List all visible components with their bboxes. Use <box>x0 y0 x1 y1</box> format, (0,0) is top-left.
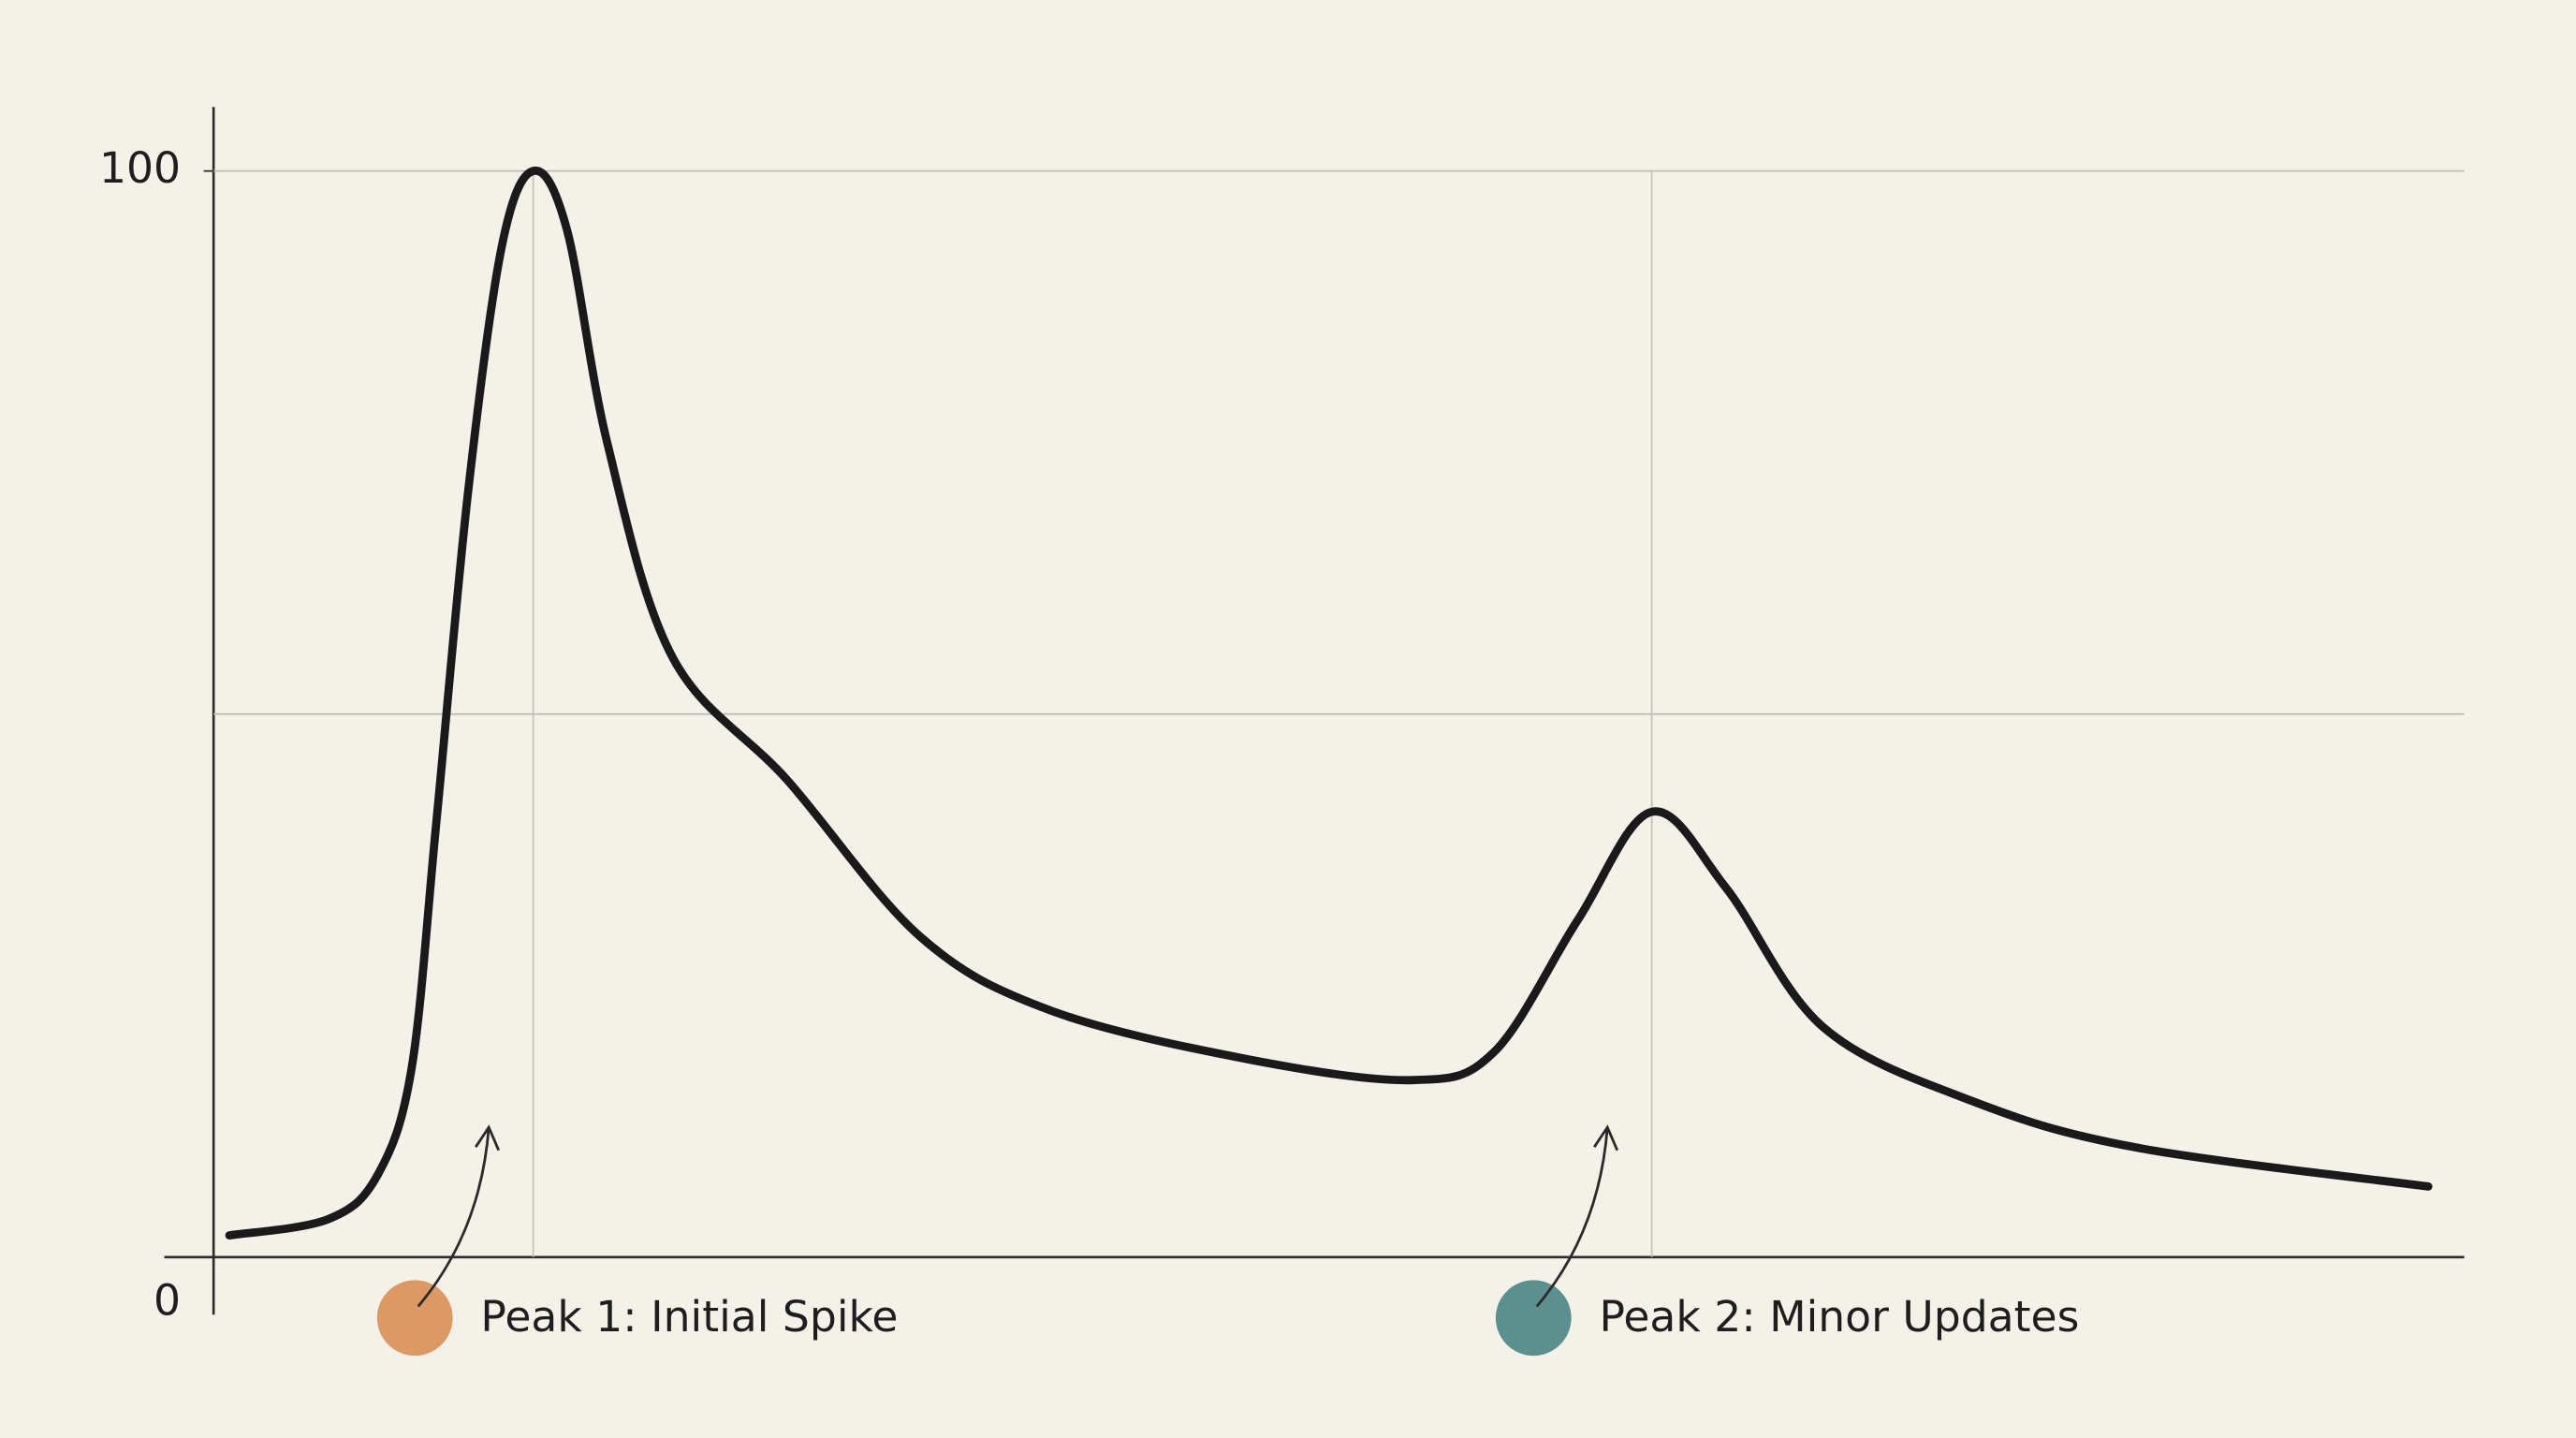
arrow-head <box>475 1124 501 1152</box>
annotation-label: Peak 2: Minor Updates <box>1599 1292 2079 1342</box>
annotation-dot <box>376 1280 453 1357</box>
annotation-arrow <box>417 1127 490 1308</box>
y-tick-label: 100 <box>99 143 181 193</box>
y-tick-label: 0 <box>154 1275 181 1325</box>
arrow-head <box>1593 1124 1619 1152</box>
annotation-dot <box>1495 1280 1572 1357</box>
line <box>225 166 2433 1240</box>
annotation-label: Peak 1: Initial Spike <box>480 1292 898 1342</box>
annotation-arrow <box>1535 1127 1609 1308</box>
